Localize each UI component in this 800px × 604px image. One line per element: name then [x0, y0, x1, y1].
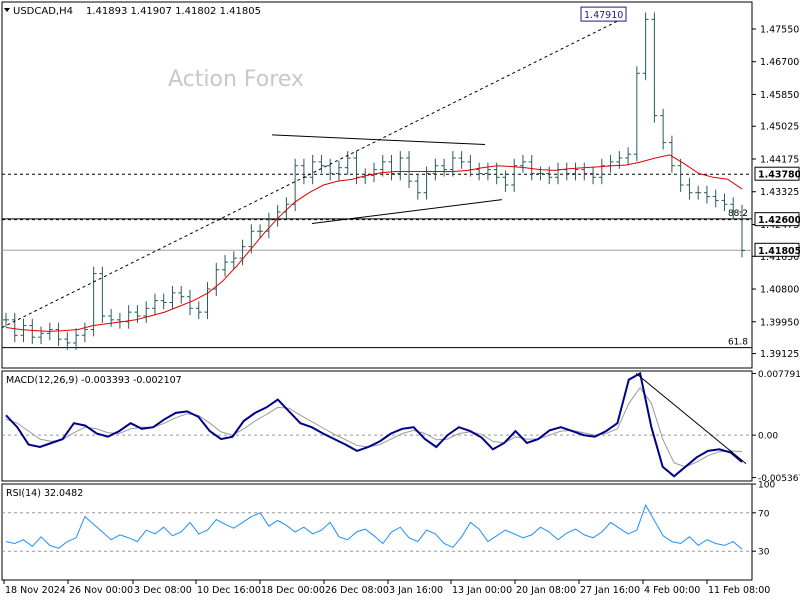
x-tick-label: 10 Dec 16:00 — [197, 585, 261, 596]
x-tick-label: 11 Feb 08:00 — [708, 585, 770, 596]
macd-signal-line — [5, 386, 743, 468]
x-tick-label: 3 Dec 08:00 — [134, 585, 192, 596]
symbol-label: USDCAD,H4 — [13, 6, 73, 17]
price-marker-box — [754, 242, 800, 257]
watermark-text: Action Forex — [168, 67, 304, 92]
trendline-dashed — [1, 16, 626, 328]
price-marker-label: 1.42600 — [758, 215, 800, 226]
price-marker-label: 1.41805 — [758, 246, 800, 257]
panel-border — [1, 483, 753, 581]
rsi-label: RSI(14) 32.0482 — [6, 488, 83, 499]
ohlc-values: 1.41893 1.41907 1.41802 1.41805 — [86, 6, 261, 17]
price-tick-label: 1.39950 — [760, 317, 799, 328]
price-tick-label: 1.47550 — [760, 24, 799, 35]
x-tick-label: 26 Dec 08:00 — [325, 585, 389, 596]
price-tick-label: 1.41650 — [760, 252, 799, 263]
macd-label: MACD(12,26,9) -0.003393 -0.002107 — [6, 375, 182, 386]
peak-price-label: 1.47910 — [584, 10, 623, 21]
axes: 1.47550 1.46700 1.45850 1.45025 1.44175 1.433… — [3, 24, 800, 596]
price-marker-label: 1.43780 — [758, 170, 800, 181]
x-tick-label: 26 Nov 00:00 — [69, 585, 133, 596]
price-marker-box — [754, 212, 800, 227]
rsi-line — [5, 503, 743, 550]
macd-line — [5, 371, 743, 478]
price-marker-box — [754, 166, 800, 181]
fib-label: 88.2 — [728, 209, 748, 219]
price-tick-label: 1.39125 — [760, 349, 799, 360]
price-tick-label: 1.40800 — [760, 285, 799, 296]
triangle-upper-line — [271, 134, 486, 146]
x-tick-label: 13 Jan 00:00 — [452, 585, 512, 596]
price-tick-label: 1.44175 — [760, 154, 799, 165]
macd-panel — [2, 371, 752, 478]
price-tick-label: 1.43325 — [760, 187, 799, 198]
chart-header: USDCAD,H4 1.41893 1.41907 1.41802 1.4180… — [4, 6, 261, 17]
macd-tick-label: 0.00 — [758, 432, 778, 442]
price-tick-label: 1.46700 — [760, 57, 799, 68]
triangle-lower-line — [311, 199, 503, 225]
chart-frame — [1, 1, 753, 581]
fib-label: 61.8 — [728, 338, 748, 348]
x-tick-label: 4 Feb 00:00 — [644, 585, 700, 596]
macd-trendline — [635, 372, 747, 464]
x-tick-label: 3 Jan 16:00 — [389, 585, 443, 596]
x-tick-label: 18 Nov 2024 — [5, 585, 66, 596]
rsi-tick-label: 100 — [758, 481, 775, 491]
macd-tick-label: 0.007791 — [758, 370, 800, 380]
rsi-tick-label: 30 — [758, 548, 770, 558]
rsi-tick-label: 70 — [758, 509, 770, 519]
price-tick-label: 1.45025 — [760, 122, 799, 133]
panel-border — [1, 1, 753, 369]
x-tick-label: 20 Jan 08:00 — [516, 585, 576, 596]
rsi-panel — [2, 503, 752, 552]
price-panel: 88.2 61.8 1.47910 — [1, 6, 752, 350]
peak-price-box — [580, 6, 627, 22]
panel-border — [1, 370, 753, 482]
x-tick-label: 18 Dec 00:00 — [261, 585, 325, 596]
dropdown-triangle-icon[interactable] — [4, 8, 10, 12]
x-tick-label: 27 Jan 16:00 — [580, 585, 640, 596]
moving-average-line — [5, 154, 743, 332]
price-tick-label: 1.45850 — [760, 90, 799, 101]
macd-tick-label: -0.005367 — [758, 474, 800, 484]
